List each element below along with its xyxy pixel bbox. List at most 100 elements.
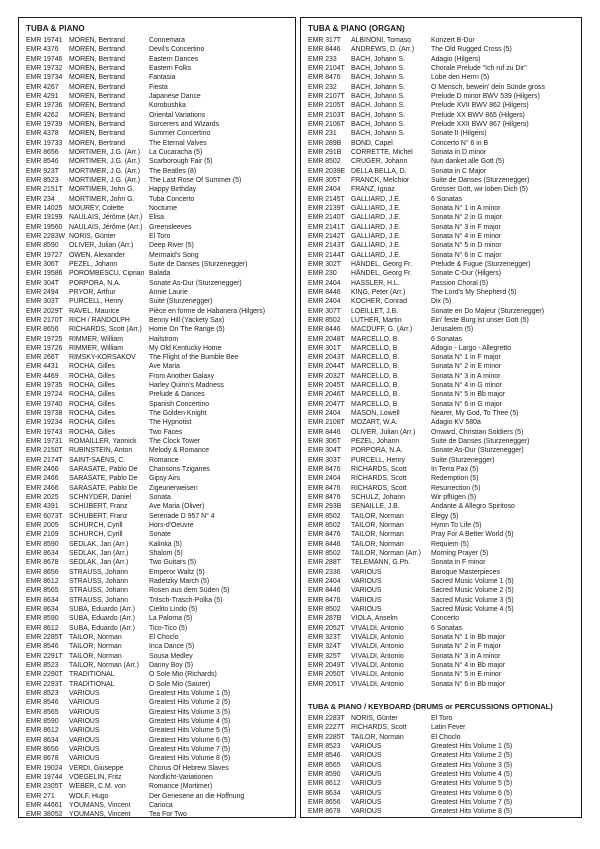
piece-code: EMR 2144T: [308, 251, 345, 259]
catalog-row: EMR 2109 SCHÜRCH, Cyrill Sonate: [26, 530, 292, 539]
piece-composer: RICHARDS, Scott: [351, 466, 407, 474]
piece-composer: MARCELLO, B.: [351, 372, 400, 380]
piece-code: EMR 8634: [308, 789, 341, 797]
piece-composer: MOREN, Bertrand: [69, 130, 125, 138]
piece-code: EMR 8546: [26, 643, 59, 651]
piece-title: Redemption (5): [431, 475, 479, 483]
piece-title: Morning Prayer (5): [431, 550, 489, 558]
catalog-row: EMR 301T MARCELLO, B. Adagio - Largo - All…: [308, 344, 578, 353]
piece-title: Andante & Allegro Spiritoso: [431, 503, 515, 511]
piece-code: EMR 19024: [26, 764, 63, 772]
piece-code: EMR 8590: [26, 717, 59, 725]
piece-composer: STRAUSS, Johann: [69, 596, 128, 604]
piece-title: Elisa: [149, 214, 164, 222]
piece-composer: MORTIMER, J.G. (Arr.): [69, 148, 141, 156]
piece-title: Jerusalem (5): [431, 326, 474, 334]
piece-composer: VARIOUS: [351, 789, 382, 797]
catalog-row: EMR 8590 VARIOUS Greatest Hits Volume 4 (5…: [26, 717, 292, 726]
piece-composer: VIVALDI, Antonio: [351, 634, 404, 641]
piece-composer: BACH, Johann S.: [351, 111, 406, 119]
piece-code: EMR 8634: [26, 736, 59, 744]
piece-title: Nearer, My God, To Thee (5): [431, 410, 519, 418]
piece-code: EMR 289B: [308, 139, 342, 147]
piece-code: EMR 231: [308, 130, 337, 138]
piece-title: Tuba Concerto: [149, 195, 195, 203]
catalog-row: EMR 8656 MORTIMER, J.G. (Arr.) La Cucarach…: [26, 148, 292, 157]
piece-code: EMR 8502: [308, 606, 341, 614]
piece-composer: SCHÜRCH, Cyrill: [69, 522, 123, 530]
piece-title: Sacred Music Volume 1 (5): [431, 578, 514, 586]
piece-title: Sonata N° 2 in F major: [431, 643, 501, 651]
catalog-row: EMR 19024 VERDI, Giuseppe Chorus Of Hebrew…: [26, 764, 292, 773]
piece-composer: BACH, Johann S.: [351, 102, 406, 110]
piece-composer: GALLIARD, J.E.: [351, 232, 401, 240]
catalog-row: EMR 233 BACH, Johann S. Adagio (Hilgers): [308, 55, 578, 64]
piece-composer: MOREN, Bertrand: [69, 64, 125, 72]
piece-code: EMR 2293T: [26, 680, 63, 688]
piece-code: EMR 2048T: [308, 335, 345, 343]
piece-composer: MORTIMER, John G.: [69, 186, 135, 194]
catalog-row: EMR 8502 VARIOUS Sacred Music Volume 4 (5): [308, 605, 578, 614]
piece-code: EMR 2047T: [308, 400, 345, 408]
piece-title: Passion Choral (5): [431, 279, 489, 287]
catalog-row: EMR 2025 SCHNYDER, Daniel Sonata: [26, 493, 292, 502]
catalog-row: EMR 8446 MACDUFF, G. (Arr.) Jerusalem (5): [308, 325, 578, 334]
catalog-row: EMR 8546 MORTIMER, J.G. (Arr.) Scarborough…: [26, 157, 292, 166]
piece-code: EMR 44661: [26, 801, 63, 809]
piece-composer: VARIOUS: [69, 717, 100, 725]
piece-composer: MARCELLO, B.: [351, 363, 400, 371]
piece-code: EMR 8446: [308, 326, 341, 334]
piece-code: EMR 8546: [26, 699, 59, 707]
catalog-row: EMR 8634 VARIOUS Greatest Hits Volume 6 (5…: [26, 736, 292, 745]
piece-title: Happy Birthday: [149, 186, 197, 194]
catalog-row: EMR 19731 ROMAILLER, Yannick The Clock Tow…: [26, 437, 292, 446]
piece-code: EMR 19739: [26, 120, 63, 128]
catalog-row: EMR 2227T RICHARDS, Scott Latin Fever: [308, 723, 578, 732]
catalog-row: EMR 2029T RAVEL, Maurice Pièce en forme de…: [26, 307, 292, 316]
catalog-row: EMR 19724 ROCHA, Gilles Prelude & Dances: [26, 390, 292, 399]
catalog-row: EMR 8446 KING, Peter (Arr.) The Lord's My …: [308, 288, 578, 297]
catalog-row: EMR 4391 SCHUBERT, Franz Ave Maria (Oliver…: [26, 502, 292, 511]
piece-title: Nocturne: [149, 204, 177, 212]
piece-title: El Choclo: [149, 634, 179, 641]
piece-composer: SCHNYDER, Daniel: [69, 494, 132, 502]
piece-code: EMR 8523: [308, 742, 341, 750]
piece-composer: HÄNDEL, Georg Fr.: [351, 270, 412, 278]
piece-composer: VARIOUS: [69, 708, 100, 716]
piece-composer: OLIVER, Julian (Arr.): [351, 428, 416, 436]
piece-title: Balada: [149, 270, 171, 278]
piece-composer: RIMSKY-KORSAKOV: [69, 354, 136, 362]
piece-composer: KING, Peter (Arr.): [351, 288, 406, 296]
catalog-row: EMR 19727 OWEN, Alexander Mermaid's Song: [26, 251, 292, 260]
section-title-tuba-piano: TUBA & PIANO: [26, 24, 85, 33]
piece-title: Greensleeves: [149, 223, 192, 231]
piece-title: Sonata in F minor: [431, 559, 486, 567]
piece-title: Elegy (5): [431, 512, 459, 520]
piece-composer: VIVALDI, Antonio: [351, 671, 404, 679]
piece-title: Greatest Hits Volume 4 (5): [149, 717, 231, 725]
piece-title: The Lord's My Shepherd (5): [431, 288, 517, 296]
piece-code: EMR 2049T: [308, 661, 345, 669]
piece-title: 6 Sonatas: [431, 335, 463, 343]
piece-code: EMR 2139T: [308, 204, 345, 212]
piece-composer: SARASATE, Pablo De: [69, 484, 138, 492]
piece-title: Konzert B-Dur: [431, 37, 475, 44]
catalog-row: EMR 2104T BACH, Johann S. Chorale Prelude …: [308, 64, 578, 73]
catalog-column-right: TUBA & PIANO (ORGAN) EMR 317T ALBINONI, T…: [300, 17, 582, 818]
piece-code: EMR 8502: [308, 522, 341, 530]
piece-composer: VARIOUS: [351, 770, 382, 778]
piece-code: EMR 14025: [26, 204, 63, 212]
piece-code: EMR 19731: [26, 438, 63, 446]
piece-code: EMR 323T: [308, 634, 341, 641]
piece-composer: TAILOR, Norman: [351, 512, 404, 520]
piece-code: EMR 2105T: [308, 102, 345, 110]
piece-code: EMR 8523: [26, 176, 59, 184]
catalog-row: EMR 2048T MARCELLO, B. 6 Sonatas: [308, 335, 578, 344]
piece-title: Resurrection (5): [431, 484, 481, 492]
piece-title: Suite (Sturzenegger): [431, 456, 495, 464]
piece-composer: TAILOR, Norman: [69, 643, 122, 651]
piece-code: EMR 8656: [26, 745, 59, 753]
piece-composer: CRÜGER, Johann: [351, 158, 408, 166]
catalog-row: EMR 2145T GALLIARD, J.E. 6 Sonatas: [308, 195, 578, 204]
